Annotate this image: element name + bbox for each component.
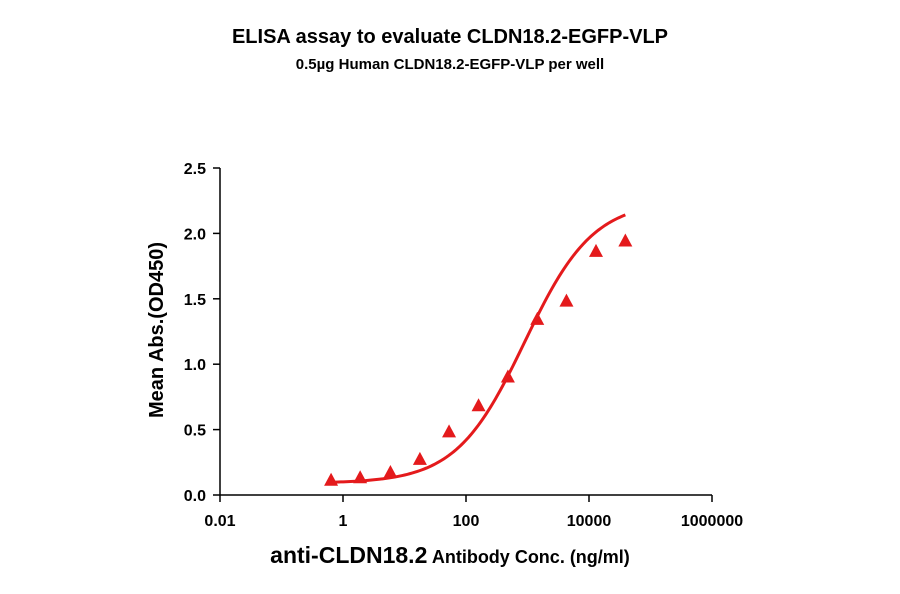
data-point-triangle bbox=[500, 369, 515, 383]
data-point-triangle bbox=[442, 424, 457, 438]
data-point-triangle bbox=[530, 311, 545, 325]
y-tick-label: 2.5 bbox=[184, 161, 206, 178]
data-point-triangle bbox=[471, 398, 486, 412]
x-tick-label: 1 bbox=[339, 513, 348, 530]
axes: 0.0 0.5 1.0 1.5 2.0 2.5 0.01 1 100 10000 1000000 bbox=[184, 161, 743, 530]
x-axis-label-main: anti-CLDN18.2 bbox=[270, 542, 428, 568]
data-point-triangle bbox=[383, 464, 398, 478]
fit-curve-layer bbox=[331, 213, 626, 484]
y-tick-label: 0.5 bbox=[184, 423, 206, 440]
data-points-layer bbox=[324, 233, 633, 486]
x-tick-label: 1000000 bbox=[681, 513, 743, 530]
chart-subtitle: 0.5µg Human CLDN18.2-EGFP-VLP per well bbox=[295, 56, 605, 73]
x-tick-label: 100 bbox=[453, 513, 480, 530]
data-point-triangle bbox=[589, 243, 604, 257]
data-point-triangle bbox=[412, 451, 427, 465]
y-tick-label: 1.5 bbox=[184, 292, 206, 309]
y-tick-label: 1.0 bbox=[184, 357, 206, 374]
fit-curve bbox=[331, 213, 626, 484]
data-point-triangle bbox=[324, 472, 339, 486]
data-point-triangle bbox=[353, 470, 368, 484]
x-tick-label: 10000 bbox=[567, 513, 612, 530]
x-tick-label: 0.01 bbox=[204, 513, 235, 530]
data-point-triangle bbox=[559, 293, 574, 307]
y-tick-label: 0.0 bbox=[184, 488, 206, 505]
x-axis-label-rest: Antibody Conc. (ng/ml) bbox=[431, 547, 630, 567]
x-axis-label: anti-CLDN18.2 Antibody Conc. (ng/ml) bbox=[0, 542, 900, 569]
y-axis-label: Mean Abs.(OD450) bbox=[146, 242, 168, 418]
data-point-triangle bbox=[618, 233, 633, 247]
chart-title: ELISA assay to evaluate CLDN18.2-EGFP-VL… bbox=[231, 26, 669, 48]
y-tick-label: 2.0 bbox=[184, 226, 206, 243]
